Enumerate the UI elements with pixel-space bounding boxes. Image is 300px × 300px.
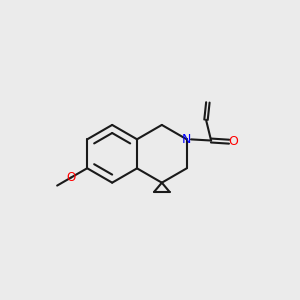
Text: O: O — [67, 171, 76, 184]
Text: N: N — [182, 133, 191, 146]
Text: O: O — [228, 135, 238, 148]
